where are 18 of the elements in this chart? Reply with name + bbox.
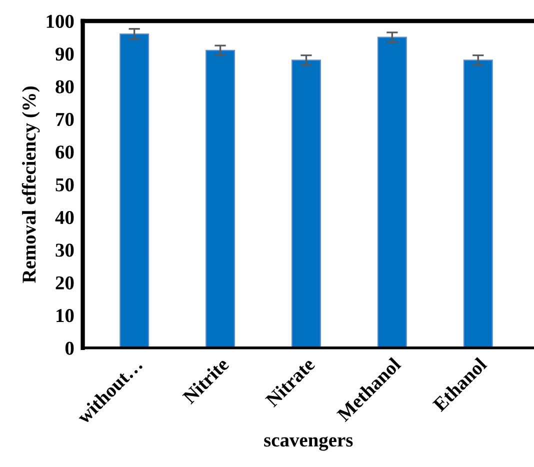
y-tick-label: 20 bbox=[56, 276, 74, 290]
y-tick-label: 10 bbox=[56, 309, 74, 322]
y-tick-label: 0 bbox=[65, 342, 74, 355]
y-tick-label: 100 bbox=[46, 14, 74, 28]
x-axis-title: scavengers bbox=[264, 436, 353, 451]
y-tick-label: 60 bbox=[56, 146, 74, 159]
y-tick-label: 30 bbox=[56, 244, 74, 257]
y-tick-label: 40 bbox=[55, 210, 74, 224]
y-tick-label: 80 bbox=[56, 80, 74, 94]
y-axis-title: Removal effeciency (%) bbox=[22, 86, 40, 283]
y-tick-label: 50 bbox=[56, 178, 74, 192]
bar bbox=[120, 34, 150, 348]
bar bbox=[377, 36, 407, 348]
y-tick-label: 90 bbox=[56, 48, 74, 61]
bar bbox=[463, 60, 493, 348]
bar bbox=[206, 50, 236, 348]
bar bbox=[292, 60, 321, 348]
y-tick-label: 70 bbox=[56, 112, 74, 126]
